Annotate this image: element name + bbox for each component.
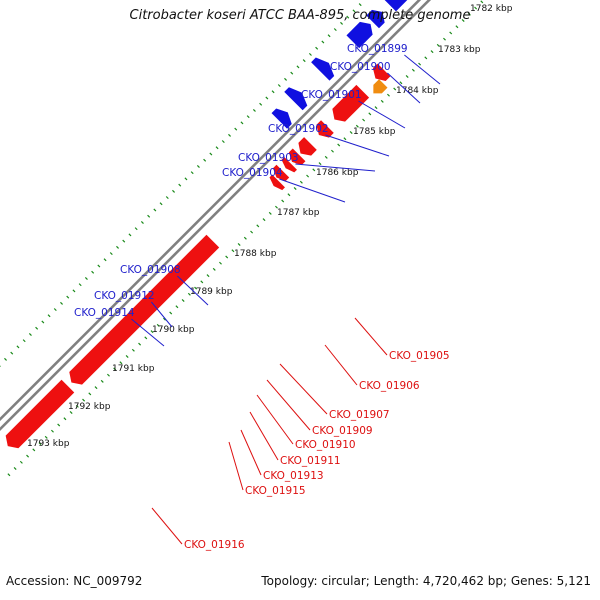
leader-line: [358, 100, 406, 129]
tick-label: 1792 kbp: [68, 402, 111, 412]
tick-label: 1793 kbp: [27, 439, 70, 449]
gene-cko01905-partner: [372, 63, 391, 82]
gene-cko01908: [346, 21, 373, 49]
leader-line: [177, 275, 209, 306]
tick-label: 1786 kbp: [316, 168, 359, 178]
gene-cko01915: [269, 174, 285, 191]
gene-label-reverse: CKO_01915: [245, 485, 306, 497]
tick-label: 1791 kbp: [112, 364, 155, 374]
tick-label: 1789 kbp: [190, 287, 233, 297]
leader-line: [279, 178, 346, 203]
leader-line: [324, 344, 358, 386]
genome-stats-text: Topology: circular; Length: 4,720,462 bp…: [261, 574, 591, 588]
leader-line: [325, 134, 390, 157]
accession-text: Accession: NC_009792: [6, 574, 143, 588]
gene-cko01916: [69, 234, 220, 385]
gene-label-reverse: CKO_01916: [184, 539, 245, 551]
gene-label-forward: CKO_01914: [74, 307, 135, 319]
gene-cko01908b: [366, 9, 385, 29]
leader-line: [404, 54, 441, 85]
gene-cko01909: [298, 137, 317, 156]
backbone-line-forward: [0, 0, 422, 422]
gene-upstream-reverse: [5, 379, 75, 449]
gene-cko01914: [284, 87, 308, 111]
gene-label-reverse: CKO_01905: [389, 350, 450, 362]
gene-label-forward: CKO_01900: [330, 61, 391, 73]
gene-cko01904: [384, 0, 408, 12]
tick-label: 1782 kbp: [470, 4, 513, 14]
leader-line: [387, 72, 421, 104]
leader-line: [256, 394, 294, 445]
gene-label-forward: CKO_01908: [120, 264, 181, 276]
leader-line: [228, 441, 244, 491]
gene-label-reverse: CKO_01913: [263, 470, 324, 482]
leader-line: [240, 429, 262, 476]
tick-label: 1785 kbp: [353, 127, 396, 137]
leader-line: [295, 163, 376, 172]
backbone-line-reverse: [0, 0, 432, 432]
leader-line: [249, 411, 279, 461]
gene-label-forward: CKO_01903: [238, 152, 299, 164]
tick-label: 1788 kbp: [234, 249, 277, 259]
tick-label: 1787 kbp: [277, 208, 320, 218]
gene-label-forward: CKO_01912: [94, 290, 155, 302]
leader-line: [279, 363, 328, 415]
gene-cko01910: [288, 148, 306, 166]
gene-label-reverse: CKO_01906: [359, 380, 420, 392]
gene-label-forward: CKO_01902: [268, 123, 329, 135]
gene-cko01911: [281, 156, 297, 173]
gene-cko01914b: [271, 108, 292, 129]
leader-line: [151, 507, 183, 545]
map-title: Citrobacter koseri ATCC BAA-895, complet…: [129, 8, 471, 23]
gene-label-forward: CKO_01899: [347, 43, 408, 55]
gene-label-reverse: CKO_01911: [280, 455, 341, 467]
gene-cko01905: [373, 79, 388, 94]
leader-line: [354, 317, 388, 356]
gene-cko01906: [332, 84, 370, 122]
tick-label: 1784 kbp: [396, 86, 439, 96]
gene-cko01907: [316, 120, 334, 138]
gene-label-forward: CKO_01901: [301, 89, 362, 101]
gene-label-reverse: CKO_01909: [312, 425, 373, 437]
gene-label-forward: CKO_01904: [222, 167, 283, 179]
leader-line: [131, 318, 165, 347]
gene-label-reverse: CKO_01910: [295, 439, 356, 451]
leader-line: [266, 379, 311, 431]
gene-cko01912: [311, 57, 335, 81]
gene-cko01913: [272, 164, 290, 181]
leader-line: [151, 301, 173, 328]
tick-label: 1783 kbp: [438, 45, 481, 55]
tick-label: 1790 kbp: [152, 325, 195, 335]
gene-label-reverse: CKO_01907: [329, 409, 390, 421]
